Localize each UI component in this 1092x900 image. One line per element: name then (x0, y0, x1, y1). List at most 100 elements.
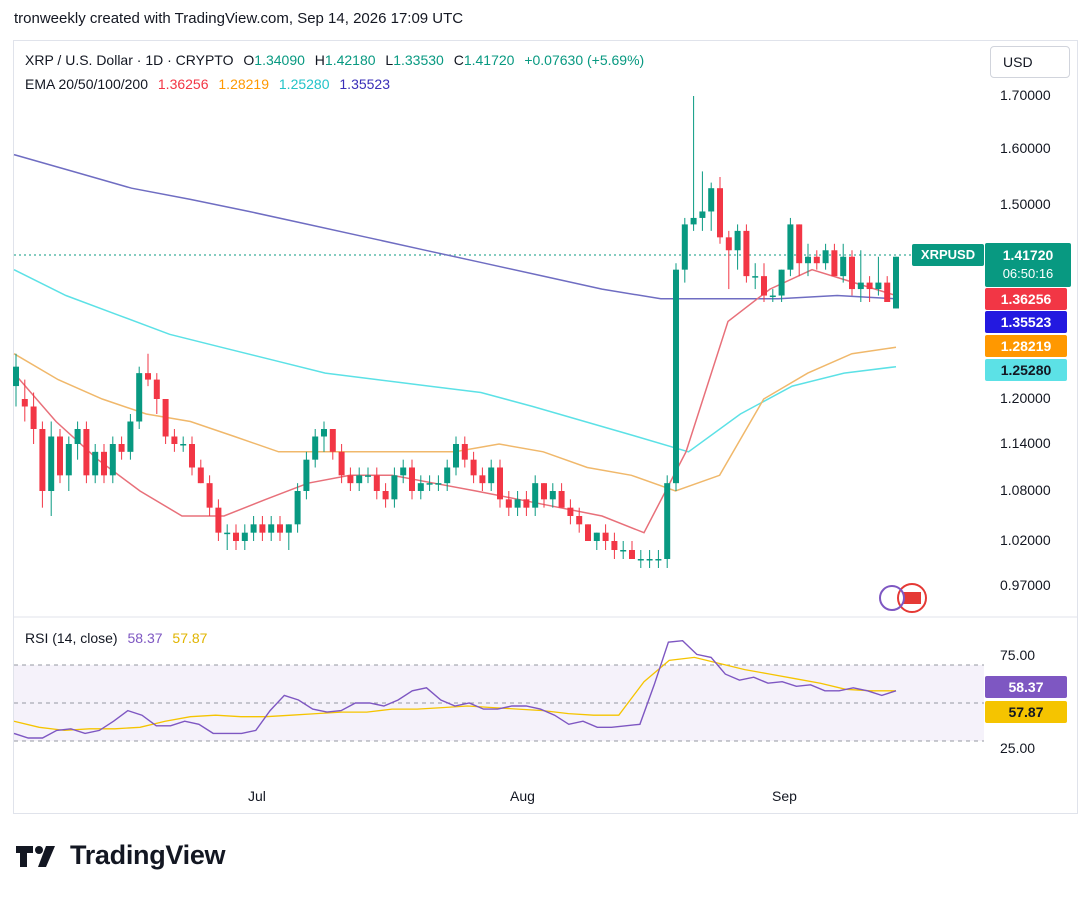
candle-body (875, 282, 882, 290)
candle-body (488, 467, 495, 484)
price-tick: 1.20000 (1000, 390, 1051, 406)
candle-body (593, 532, 600, 541)
candle-body (83, 429, 90, 476)
candle-body (611, 541, 618, 550)
chart-header: tronweekly created with TradingView.com,… (14, 10, 464, 27)
candle-body (329, 429, 336, 452)
ema100-tag: 1.25280 (985, 359, 1067, 381)
last-price: 1.41720 (1002, 247, 1054, 263)
open-label: O (243, 52, 255, 68)
ema100-value: 1.25280 (278, 76, 330, 92)
candle-body (171, 436, 178, 444)
ema-legend[interactable]: EMA 20/50/100/200 1.36256 1.28219 1.2528… (25, 76, 390, 92)
candle-body (761, 276, 767, 296)
candle-body (514, 499, 521, 508)
last-price-tag: 1.41720 06:50:16 (985, 243, 1071, 287)
rsi-ma-line (13, 656, 896, 732)
candle-body (224, 532, 231, 535)
candle-body (523, 499, 530, 508)
price-tick: 1.14000 (1000, 435, 1051, 451)
candle-body (285, 524, 292, 533)
currency-selector[interactable]: USD (990, 46, 1070, 78)
candle-body (787, 224, 794, 270)
candle-body (277, 524, 283, 533)
rsi-tag: 58.37 (985, 676, 1067, 698)
rsi-tick: 75.00 (1000, 647, 1036, 663)
candle-body (189, 444, 195, 468)
candle-body (65, 444, 72, 476)
candle-body (118, 444, 125, 452)
tradingview-logo-icon (16, 845, 55, 867)
candle-body (725, 237, 732, 251)
price-tick: 1.08000 (1000, 482, 1051, 498)
low-label: L (385, 52, 394, 68)
ema20-value: 1.36256 (157, 76, 209, 92)
candle-body (109, 444, 116, 476)
price-tick: 1.70000 (1000, 87, 1051, 103)
month-label: Sep (772, 788, 797, 804)
candle-body (585, 524, 591, 541)
candle-body (321, 429, 327, 437)
candle-body (778, 269, 785, 296)
ema-label[interactable]: EMA 20/50/100/200 (25, 76, 148, 92)
open-value: 1.34090 (254, 52, 305, 68)
candle-body (145, 373, 151, 380)
candle-body (558, 491, 565, 508)
us-flag-stripes (903, 592, 921, 604)
candle-body (365, 475, 371, 477)
candle-body (162, 399, 169, 437)
close-value: 1.41720 (463, 52, 515, 68)
candle-body (259, 524, 266, 533)
candle-body (769, 295, 776, 298)
rsi-label[interactable]: RSI (14, close) (25, 630, 118, 646)
candle-body (796, 224, 803, 264)
close-label: C (453, 52, 464, 68)
candle-body (13, 366, 19, 387)
rsi-legend[interactable]: RSI (14, close) 58.37 57.87 (25, 630, 207, 646)
candle-body (426, 483, 433, 485)
price-tick: 1.50000 (1000, 196, 1051, 212)
candle-body (497, 467, 503, 500)
ema200-line (13, 153, 897, 300)
candle-body (347, 475, 354, 484)
high-value: 1.42180 (324, 52, 376, 68)
candle-body (74, 429, 81, 444)
candle-body (444, 467, 451, 484)
candle-body (338, 451, 345, 476)
candle-body (409, 467, 415, 491)
low-value: 1.33530 (393, 52, 444, 68)
candle-body (241, 532, 248, 541)
candle-body (312, 436, 319, 460)
candle-body (435, 483, 442, 485)
symbol-name[interactable]: XRP / U.S. Dollar · 1D · CRYPTO (25, 52, 234, 68)
candle-body (356, 475, 363, 484)
candle-body (840, 256, 847, 277)
candle-body (215, 507, 222, 533)
candle-body (92, 451, 99, 476)
candle-body (805, 256, 811, 264)
price-tick: 1.60000 (1000, 140, 1051, 156)
tradingview-logo: TradingView (16, 840, 226, 871)
candle-body (303, 459, 310, 491)
candle-body (400, 467, 407, 476)
candle-body (602, 532, 609, 541)
change-value: +0.07630 (+5.69%) (524, 52, 645, 68)
candle-body (541, 483, 547, 500)
candle-body (567, 507, 574, 516)
ema200-value: 1.35523 (339, 76, 390, 92)
candle-body (699, 211, 706, 218)
candle-body (822, 250, 829, 264)
candle-body (48, 436, 55, 491)
candle-body (153, 379, 160, 399)
symbol-legend[interactable]: XRP / U.S. Dollar · 1D · CRYPTO O1.34090… (25, 52, 644, 68)
candle-body (717, 188, 723, 238)
candle-body (752, 276, 759, 278)
ema200-tag: 1.35523 (985, 311, 1067, 333)
candle-body (629, 550, 635, 559)
ema100-line (13, 269, 897, 453)
candle-body (576, 516, 583, 525)
candle-body (505, 499, 512, 508)
ema20-line (13, 268, 897, 534)
candle-body (857, 282, 864, 290)
